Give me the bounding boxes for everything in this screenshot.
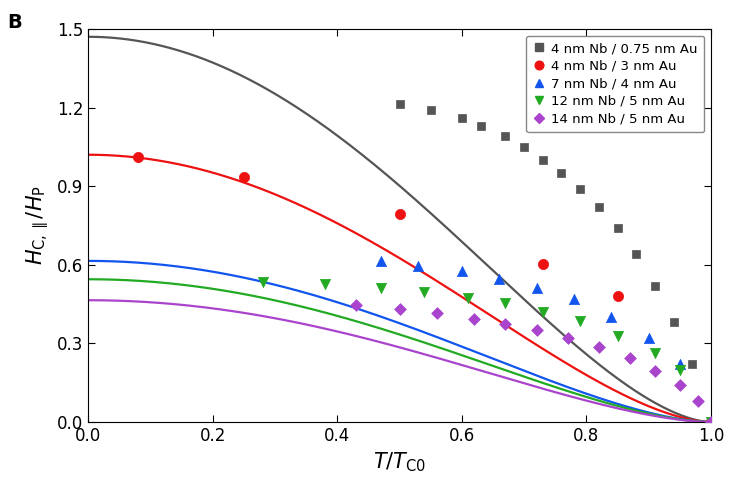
Point xyxy=(562,334,573,342)
Point xyxy=(705,418,717,426)
Point xyxy=(518,143,530,151)
Point xyxy=(500,132,511,140)
Point xyxy=(593,344,604,351)
Point xyxy=(375,257,387,265)
X-axis label: $\mathit{T}/\mathit{T}_\mathrm{C0}$: $\mathit{T}/\mathit{T}_\mathrm{C0}$ xyxy=(373,450,426,474)
Point xyxy=(456,267,468,275)
Point xyxy=(556,169,568,177)
Point xyxy=(705,418,717,426)
Point xyxy=(238,173,250,181)
Point xyxy=(668,319,680,326)
Point xyxy=(531,285,542,292)
Point xyxy=(393,210,405,218)
Point xyxy=(469,315,480,323)
Point xyxy=(705,418,717,426)
Point xyxy=(705,418,717,426)
Point xyxy=(574,317,586,325)
Y-axis label: $\mathit{H}_\mathrm{C,\parallel}/\mathit{H}_\mathrm{P}$: $\mathit{H}_\mathrm{C,\parallel}/\mathit… xyxy=(25,185,52,265)
Point xyxy=(612,292,624,300)
Point xyxy=(456,114,468,122)
Point xyxy=(462,294,474,302)
Point xyxy=(649,349,661,357)
Point xyxy=(132,153,144,161)
Point xyxy=(649,367,661,375)
Point xyxy=(257,278,269,286)
Point xyxy=(413,262,424,270)
Point xyxy=(500,320,511,328)
Point xyxy=(537,260,549,267)
Point xyxy=(643,334,655,342)
Point xyxy=(624,354,636,362)
Point xyxy=(574,185,586,193)
Point xyxy=(375,285,387,292)
Point xyxy=(612,224,624,232)
Point xyxy=(537,308,549,316)
Point xyxy=(425,106,437,114)
Point xyxy=(612,332,624,340)
Point xyxy=(605,313,617,321)
Point xyxy=(500,299,511,307)
Point xyxy=(674,366,686,374)
Point xyxy=(649,282,661,290)
Point xyxy=(493,275,505,283)
Point xyxy=(593,203,604,211)
Point xyxy=(319,281,331,288)
Point xyxy=(393,100,405,107)
Point xyxy=(686,361,698,368)
Point xyxy=(393,305,405,313)
Point xyxy=(475,122,486,130)
Point xyxy=(692,397,704,405)
Point xyxy=(630,250,642,258)
Point xyxy=(350,302,362,309)
Point xyxy=(705,418,717,426)
Point xyxy=(431,309,443,317)
Point xyxy=(568,295,580,303)
Point xyxy=(418,288,430,296)
Point xyxy=(674,361,686,368)
Text: B: B xyxy=(7,13,22,32)
Legend: 4 nm Nb / 0.75 nm Au, 4 nm Nb / 3 nm Au, 7 nm Nb / 4 nm Au, 12 nm Nb / 5 nm Au, : 4 nm Nb / 0.75 nm Au, 4 nm Nb / 3 nm Au,… xyxy=(526,36,704,132)
Point xyxy=(674,382,686,389)
Point xyxy=(537,156,549,164)
Point xyxy=(531,326,542,334)
